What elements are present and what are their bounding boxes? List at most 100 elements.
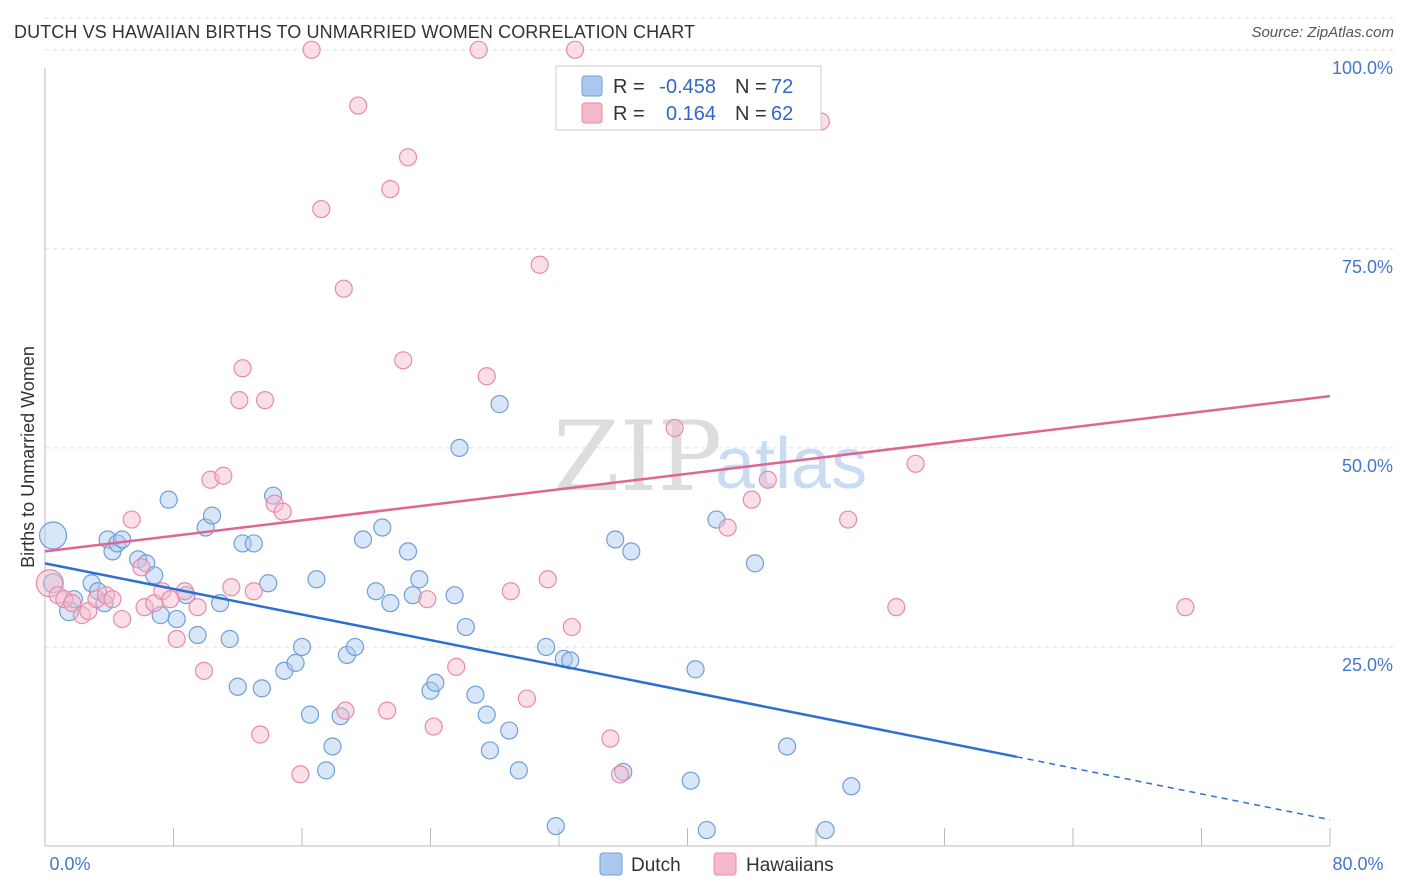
hawaiian-point bbox=[562, 617, 581, 637]
hawaiian-point bbox=[501, 582, 520, 601]
dutch-point bbox=[112, 530, 132, 549]
dutch-trend-line-extension bbox=[1016, 756, 1331, 821]
hawaiian-point bbox=[839, 510, 858, 529]
series-legend-label-hawaiians: Hawaiians bbox=[746, 855, 834, 876]
dutch-point bbox=[398, 542, 418, 561]
dutch-point bbox=[686, 660, 705, 679]
dutch-point bbox=[353, 530, 373, 549]
hawaiian-point bbox=[718, 518, 737, 537]
hawaiian-point bbox=[214, 466, 233, 485]
dutch-points bbox=[38, 395, 861, 840]
hawaiian-point bbox=[336, 701, 355, 720]
hawaiian-point bbox=[312, 199, 331, 219]
dutch-point bbox=[490, 395, 509, 414]
hawaiian-point bbox=[381, 180, 400, 199]
series-legend: Dutch Hawaiians bbox=[599, 852, 834, 876]
dutch-point bbox=[323, 737, 342, 756]
dutch-point bbox=[681, 771, 700, 790]
dutch-point bbox=[842, 777, 861, 796]
gridlines bbox=[45, 17, 1394, 648]
dutch-point bbox=[292, 637, 312, 657]
x-tick-label-max: 80.0% bbox=[1332, 854, 1383, 874]
watermark: ZIP atlas bbox=[553, 401, 867, 513]
hawaiian-point bbox=[230, 391, 249, 410]
dutch-point bbox=[167, 609, 186, 629]
hawaiian-point bbox=[610, 765, 630, 784]
dutch-point bbox=[244, 534, 263, 553]
dutch-point bbox=[42, 573, 64, 594]
hawaiian-trend-line bbox=[44, 394, 1331, 553]
legend-swatch-hawaiians bbox=[581, 102, 603, 124]
dutch-point bbox=[38, 521, 68, 550]
x-tick-label-min: 0.0% bbox=[49, 854, 90, 874]
dutch-point bbox=[477, 705, 496, 724]
hawaiian-point bbox=[742, 490, 761, 509]
hawaiian-point bbox=[477, 367, 496, 386]
dutch-point bbox=[366, 582, 385, 601]
hawaiian-point bbox=[424, 717, 443, 736]
hawaiian-point bbox=[418, 590, 437, 609]
legend-dutch-n-label: N = bbox=[735, 76, 767, 98]
legend-dutch-r-value: -0.458 bbox=[659, 76, 716, 98]
hawaiian-point bbox=[103, 590, 122, 609]
dutch-point bbox=[816, 820, 835, 840]
dutch-point bbox=[202, 506, 222, 525]
hawaiian-point bbox=[530, 255, 549, 274]
x-ticks bbox=[44, 828, 1331, 846]
dutch-point bbox=[456, 617, 475, 637]
y-tick-label: 25.0% bbox=[1342, 655, 1393, 675]
y-tick-label: 75.0% bbox=[1342, 257, 1393, 277]
hawaiian-point bbox=[349, 96, 368, 115]
dutch-point bbox=[345, 637, 365, 657]
legend-dutch-n-value: 72 bbox=[771, 76, 793, 98]
series-legend-swatch-dutch bbox=[599, 852, 623, 876]
hawaiian-point bbox=[398, 148, 418, 167]
hawaiian-point bbox=[302, 40, 321, 59]
hawaiian-point bbox=[167, 629, 186, 649]
dutch-point bbox=[381, 594, 400, 613]
dutch-point bbox=[403, 586, 422, 605]
hawaiian-point bbox=[63, 594, 82, 613]
hawaiian-point bbox=[538, 570, 557, 589]
dutch-point bbox=[300, 705, 320, 724]
dutch-point bbox=[159, 490, 178, 509]
hawaiian-point bbox=[517, 689, 536, 708]
hawaiian-point bbox=[112, 609, 132, 629]
legend-hawaiians-n-value: 62 bbox=[771, 103, 793, 125]
y-tick-label: 50.0% bbox=[1342, 456, 1393, 476]
legend-dutch-r-label: R = bbox=[613, 76, 645, 98]
dutch-point bbox=[307, 570, 326, 589]
hawaiian-point bbox=[906, 454, 925, 473]
dutch-point bbox=[373, 518, 392, 537]
hawaiian-point bbox=[378, 701, 397, 720]
dutch-point bbox=[777, 737, 797, 756]
watermark-zip: ZIP bbox=[553, 401, 722, 513]
hawaiian-point bbox=[394, 351, 413, 370]
dutch-point bbox=[466, 685, 485, 704]
dutch-point bbox=[614, 762, 633, 782]
y-tick-labels: 25.0% 50.0% 75.0% 100.0% bbox=[1332, 58, 1393, 675]
legend-hawaiians-n-label: N = bbox=[735, 103, 767, 125]
hawaiian-point bbox=[758, 470, 777, 489]
dutch-point bbox=[331, 707, 350, 726]
series-legend-swatch-hawaiians bbox=[713, 852, 737, 876]
dutch-point bbox=[745, 554, 765, 573]
hawaiian-point bbox=[122, 510, 141, 529]
hawaiian-point bbox=[665, 418, 684, 438]
dutch-point bbox=[410, 570, 429, 589]
hawaiian-point bbox=[273, 502, 292, 521]
hawaiian-point bbox=[291, 765, 310, 784]
hawaiian-point bbox=[565, 40, 585, 59]
source-credit: Source: ZipAtlas.com bbox=[1251, 24, 1394, 41]
legend-hawaiians-r-value: 0.164 bbox=[666, 103, 716, 125]
hawaiian-point bbox=[244, 582, 263, 601]
y-axis-title: Births to Unmarried Women bbox=[18, 346, 38, 568]
dutch-point bbox=[228, 677, 247, 696]
dutch-point bbox=[546, 816, 565, 836]
dutch-point bbox=[697, 820, 716, 840]
legend-swatch-dutch bbox=[581, 75, 603, 97]
hawaiian-point bbox=[135, 598, 154, 617]
watermark-atlas: atlas bbox=[715, 424, 867, 504]
correlation-legend: R = -0.458 N = 72 R = 0.164 N = 62 bbox=[555, 65, 822, 131]
